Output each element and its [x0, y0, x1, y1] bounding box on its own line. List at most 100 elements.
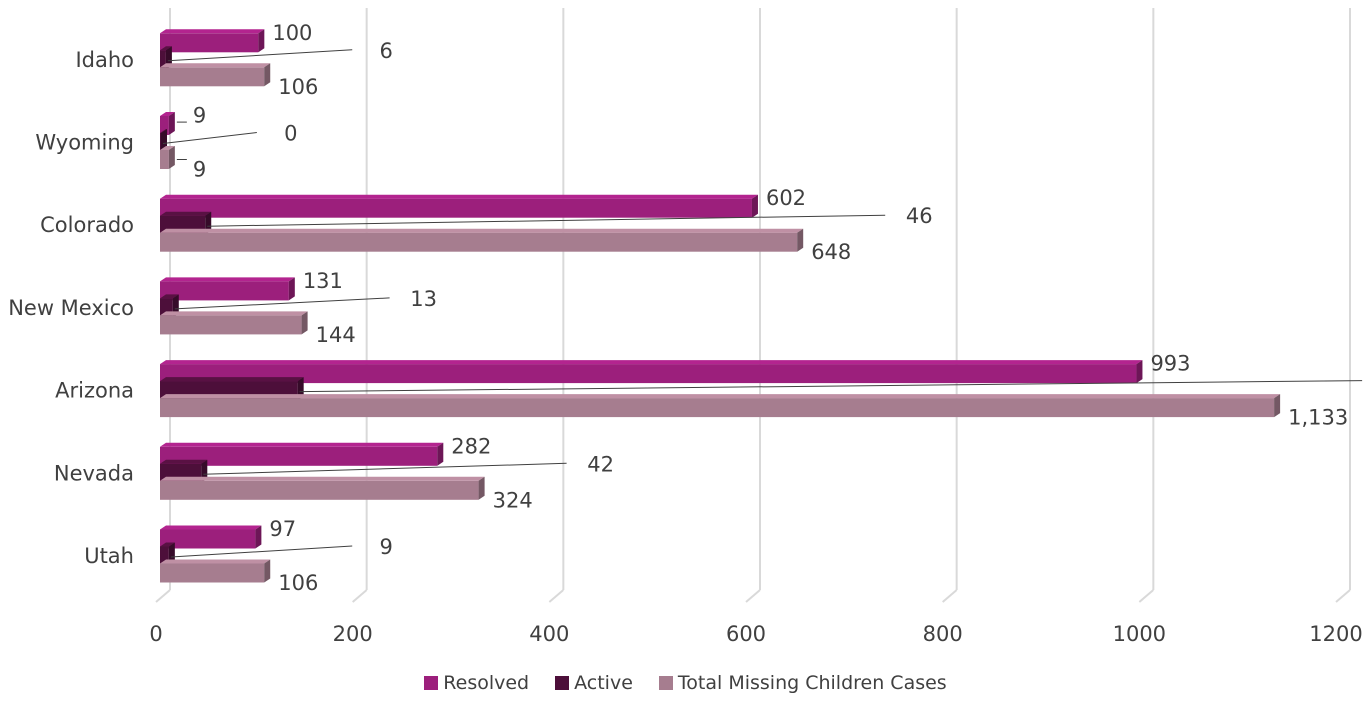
- bar-top-face: [160, 476, 485, 481]
- gridline-floor: [548, 589, 564, 603]
- bar: [160, 398, 1275, 418]
- gridline-floor: [745, 589, 761, 603]
- legend-swatch-active: [555, 676, 570, 690]
- bar-side-face: [288, 277, 295, 301]
- bar-top-face: [160, 377, 304, 382]
- data-label: 131: [303, 269, 343, 293]
- bar-side-face: [1274, 394, 1281, 418]
- data-label: 993: [1150, 352, 1190, 376]
- data-label: 648: [811, 240, 851, 264]
- bar-top-face: [160, 559, 271, 564]
- data-label-leader: [207, 214, 886, 227]
- gridline-floor: [1138, 589, 1154, 603]
- bar: [160, 67, 265, 87]
- bar: [160, 281, 289, 301]
- legend-swatch-resolved: [424, 676, 439, 690]
- data-label: 324: [493, 488, 533, 512]
- bar-top-face: [160, 194, 758, 199]
- data-label: 13: [410, 287, 437, 311]
- bar-side-face: [301, 311, 308, 335]
- bar-top-face: [160, 277, 295, 282]
- bar: [160, 546, 169, 566]
- data-label-leader: [167, 49, 353, 62]
- data-label: 97: [269, 517, 296, 541]
- data-label: 100: [272, 21, 312, 45]
- bar: [160, 364, 1137, 384]
- x-tick-label: 1000: [1113, 622, 1166, 646]
- data-label-leader: [170, 545, 353, 558]
- data-label: 42: [587, 452, 614, 476]
- legend: Resolved Active Total Missing Children C…: [0, 672, 1371, 694]
- legend-item-total: Total Missing Children Cases: [658, 672, 947, 694]
- bar-top-face: [160, 360, 1143, 365]
- bar-top-face: [160, 29, 265, 34]
- bar-top-face: [160, 146, 175, 150]
- category-label: Nevada: [54, 461, 134, 485]
- data-label: 282: [451, 434, 491, 458]
- bar-side-face: [437, 442, 444, 466]
- category-label: New Mexico: [8, 296, 134, 320]
- data-label: 9: [380, 535, 393, 559]
- bar-side-face: [1136, 360, 1143, 384]
- bar-side-face: [478, 476, 485, 500]
- bar-top-face: [160, 63, 271, 68]
- category-label: Arizona: [55, 379, 134, 403]
- legend-item-active: Active: [555, 672, 633, 694]
- bar-side-face: [161, 129, 167, 152]
- legend-label-total: Total Missing Children Cases: [677, 672, 947, 694]
- data-label: 602: [766, 186, 806, 210]
- gridline-floor: [155, 589, 171, 603]
- bar-top-face: [160, 228, 804, 233]
- bar: [160, 116, 169, 135]
- data-label: 106: [278, 75, 318, 99]
- bar-top-face: [160, 112, 175, 116]
- legend-item-resolved: Resolved: [424, 672, 529, 694]
- category-label: Idaho: [75, 48, 134, 72]
- x-tick-label: 400: [529, 622, 569, 646]
- bar: [160, 50, 166, 70]
- data-label-leader: [203, 462, 567, 475]
- bar-top-face: [160, 525, 262, 530]
- bar: [160, 133, 161, 152]
- legend-label-active: Active: [574, 672, 633, 694]
- bar-top-face: [160, 459, 208, 464]
- bar-top-face: [160, 129, 167, 133]
- bar-top-face: [160, 542, 175, 547]
- bar-side-face: [264, 559, 271, 583]
- gridline-floor: [1335, 589, 1351, 603]
- bar: [160, 232, 798, 252]
- category-label: Wyoming: [35, 131, 134, 155]
- bar-side-face: [751, 194, 758, 218]
- bar-top-face: [160, 394, 1281, 399]
- bar-side-face: [258, 29, 265, 53]
- data-label-leader: [299, 380, 1363, 393]
- gridline-floor: [942, 589, 958, 603]
- bar-top-face: [160, 211, 212, 216]
- bar: [160, 198, 752, 218]
- bar-side-face: [797, 228, 804, 252]
- legend-swatch-total: [658, 676, 673, 690]
- x-tick-label: 200: [333, 622, 373, 646]
- category-label: Utah: [84, 544, 134, 568]
- category-label: Colorado: [40, 213, 134, 237]
- data-label: 106: [278, 571, 318, 595]
- gridline-floor: [352, 589, 368, 603]
- bar-top-face: [160, 311, 308, 316]
- bar: [160, 446, 438, 466]
- bar: [160, 563, 265, 583]
- data-label: 144: [316, 323, 356, 347]
- legend-label-resolved: Resolved: [443, 672, 530, 694]
- bar-side-face: [264, 63, 271, 87]
- bar: [160, 529, 256, 549]
- bar-side-face: [255, 525, 262, 549]
- bar-side-face: [168, 112, 175, 135]
- bar: [160, 33, 259, 53]
- bar: [160, 480, 479, 500]
- data-label-leader: [162, 132, 257, 144]
- data-label-leader: [174, 297, 390, 310]
- data-label: 9: [193, 104, 206, 128]
- x-tick-label: 600: [726, 622, 766, 646]
- data-label: 46: [906, 204, 933, 228]
